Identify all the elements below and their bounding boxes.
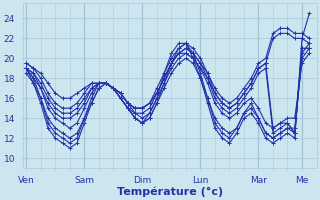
X-axis label: Température (°c): Température (°c) <box>116 186 223 197</box>
